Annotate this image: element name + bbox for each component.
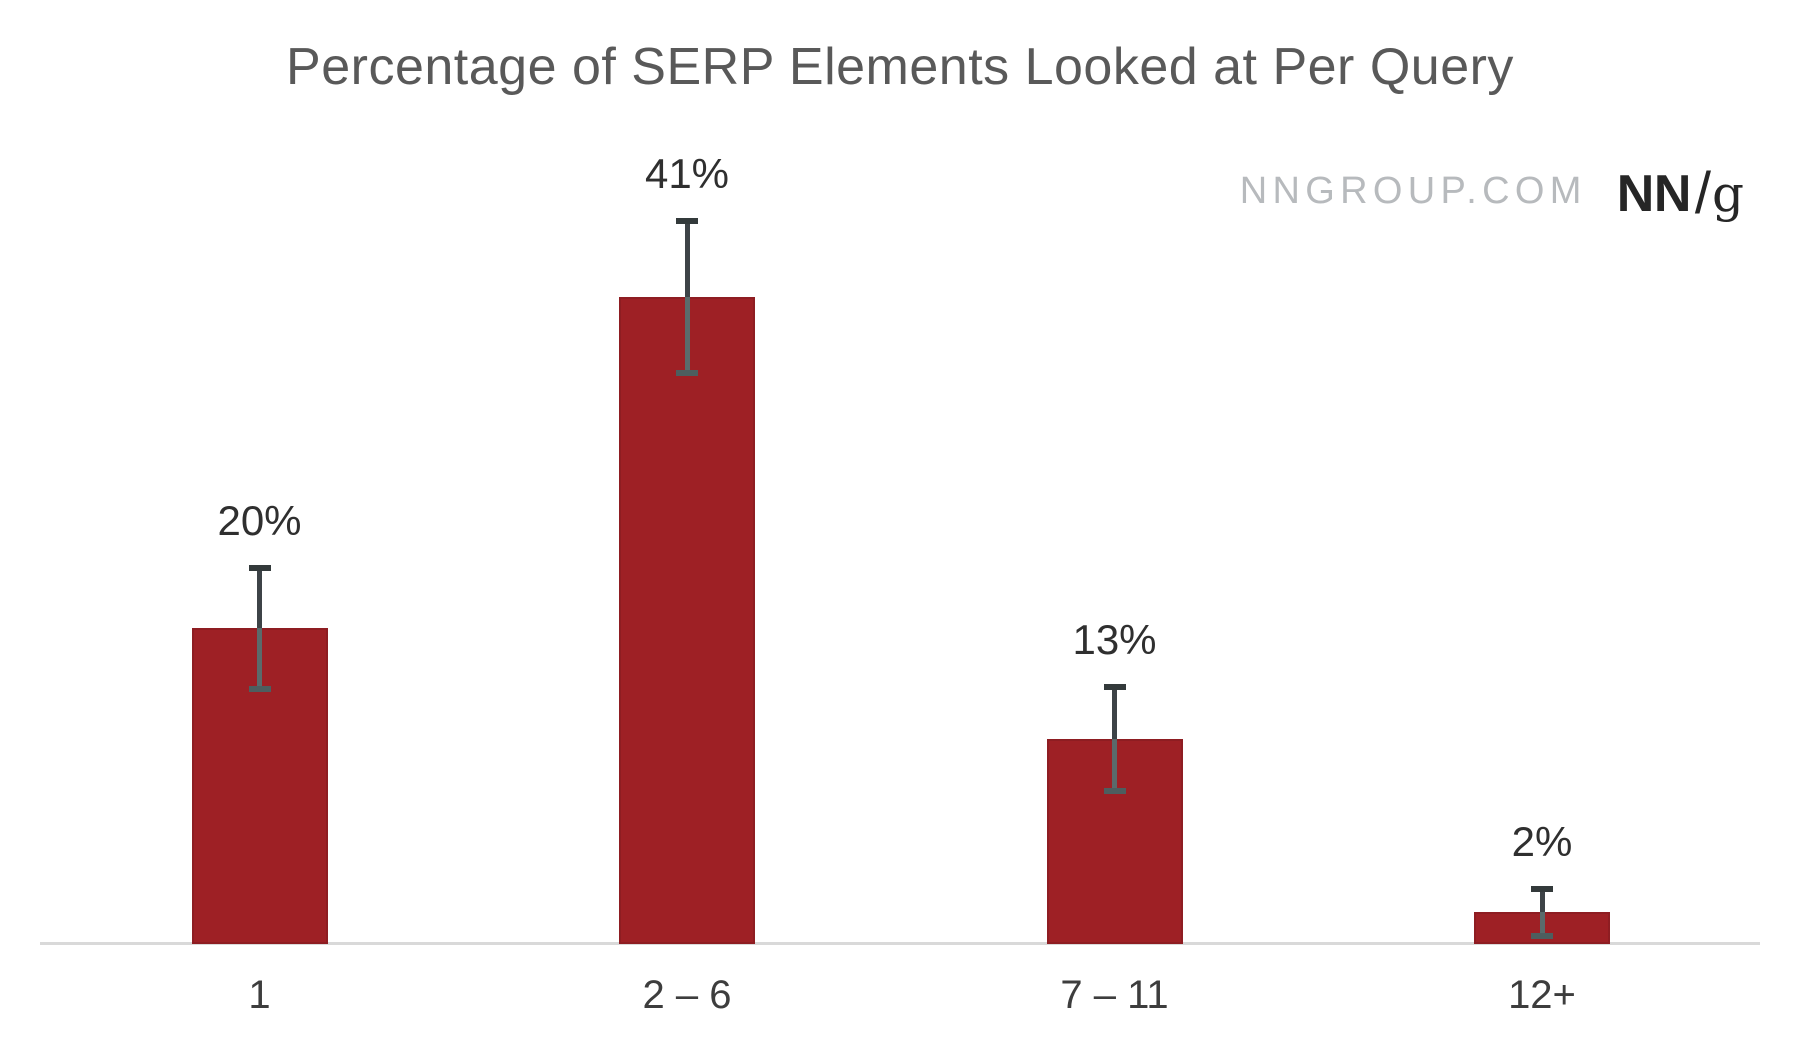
category-label: 7 – 11 (1060, 973, 1169, 1017)
error-bar-cap-bottom (1531, 933, 1553, 940)
error-bar-cap-bottom (1103, 788, 1126, 795)
category-label: 2 – 6 (642, 973, 732, 1017)
value-label: 2% (1511, 817, 1573, 865)
error-bar-stem-lower (684, 297, 690, 373)
value-label: 41% (644, 150, 730, 198)
value-label: 13% (1072, 615, 1157, 663)
bar (619, 297, 755, 944)
nng-logo-slash: / (1694, 161, 1711, 226)
error-bar-stem-lower (257, 628, 262, 689)
nng-logo-g: g (1711, 165, 1744, 223)
error-bar-cap-top (248, 565, 271, 572)
error-bar-cap-top (1103, 683, 1126, 690)
value-label: 20% (217, 497, 302, 545)
nng-logo: NN / g (1616, 158, 1744, 226)
x-axis-line (40, 942, 1760, 945)
error-bar-stem-upper (684, 221, 690, 297)
category-label: 1 (248, 973, 271, 1017)
error-bar-cap-bottom (248, 685, 271, 692)
error-bar-stem-lower (1539, 912, 1545, 937)
error-bar-stem-upper (1112, 686, 1117, 739)
error-bar-cap-top (1531, 885, 1553, 892)
nng-logo-nn: NN (1616, 165, 1692, 223)
error-bar-stem-lower (1112, 738, 1117, 792)
chart-title: Percentage of SERP Elements Looked at Pe… (286, 38, 1514, 96)
brand-url: NNGROUP.COM (1239, 170, 1587, 212)
error-bar-stem-upper (257, 568, 262, 629)
branding-row: NNGROUP.COM NN / g (1239, 158, 1744, 226)
error-bar-cap-bottom (676, 369, 698, 376)
category-label: 12+ (1508, 973, 1576, 1017)
error-bar-cap-top (676, 218, 698, 225)
error-bar-stem-upper (1539, 888, 1545, 913)
